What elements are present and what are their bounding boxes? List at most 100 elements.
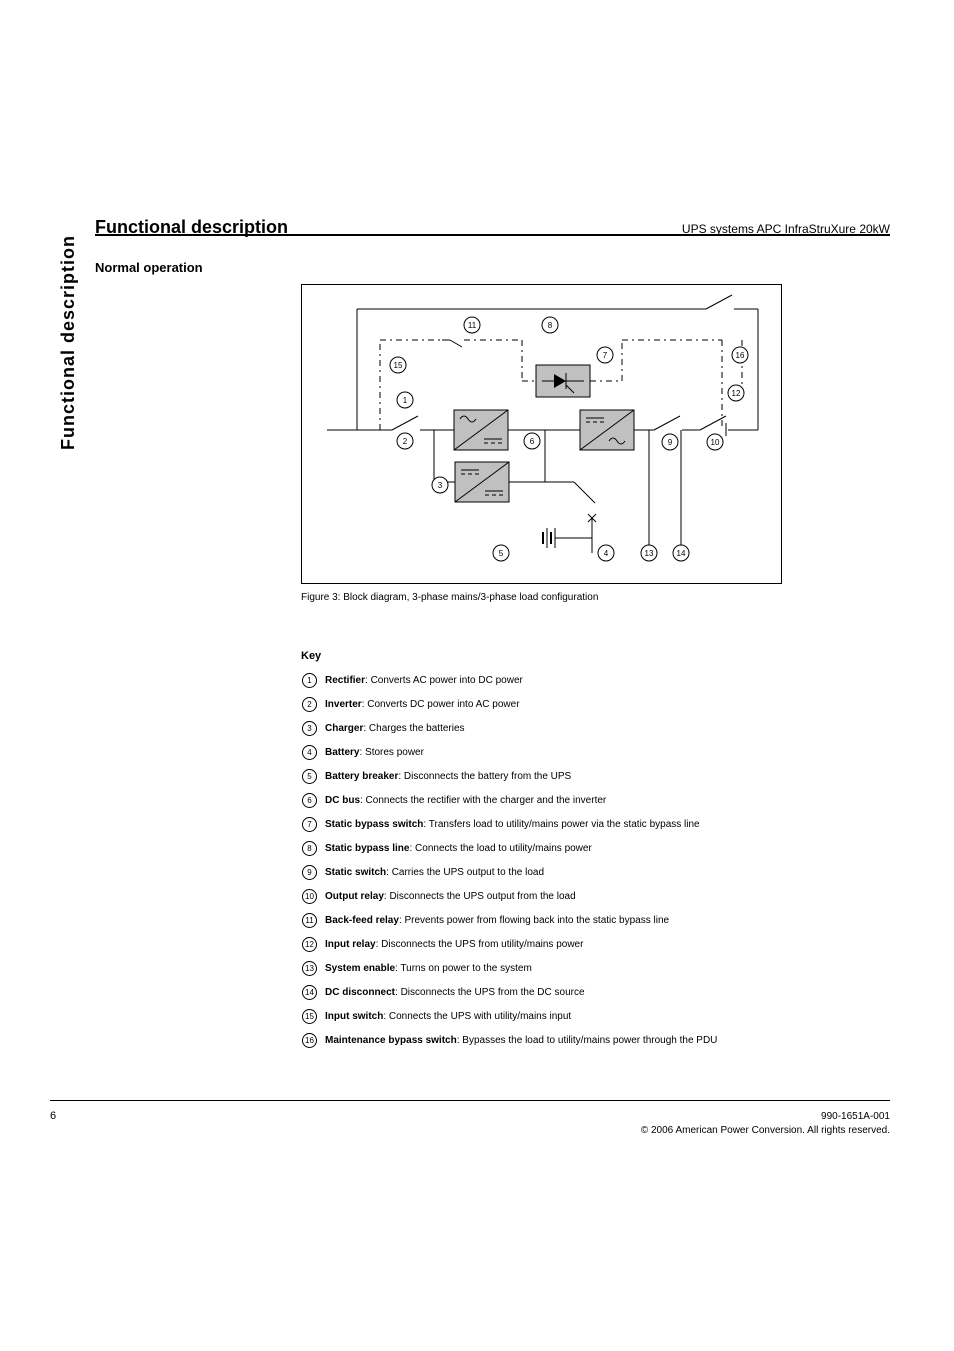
key-circle-2: 2 — [302, 697, 317, 712]
key-row-12: 12 Input relay: Disconnects the UPS from … — [302, 932, 802, 956]
key-desc-7: : Transfers load to utility/mains power … — [423, 819, 699, 830]
diagram-circle-label-15: 15 — [394, 361, 403, 370]
key-row-8: 8Static bypass line: Connects the load t… — [302, 836, 802, 860]
key-text-13: System enable: Turns on power to the sys… — [325, 963, 532, 974]
key-term-11: Back-feed relay — [325, 915, 399, 926]
key-row-9: 9Static switch: Carries the UPS output t… — [302, 860, 802, 884]
key-row-7: 7 Static bypass switch: Transfers load to… — [302, 812, 802, 836]
battery-symbol — [543, 528, 555, 548]
inverter-box — [580, 410, 634, 450]
figure-caption: Figure 3: Block diagram, 3-phase mains/3… — [301, 592, 598, 603]
key-term-7: Static bypass switch — [325, 819, 423, 830]
key-row-10: 10 Output relay: Disconnects the UPS outp… — [302, 884, 802, 908]
key-text-3: Charger: Charges the batteries — [325, 723, 465, 734]
key-desc-2: : Converts DC power into AC power — [362, 699, 520, 710]
key-circle-4: 4 — [302, 745, 317, 760]
key-row-15: 15 Input switch: Connects the UPS with ut… — [302, 1004, 802, 1028]
key-row-4: 4 Battery: Stores power — [302, 740, 802, 764]
section-heading: Normal operation — [95, 260, 203, 275]
key-term-5: Battery breaker — [325, 771, 398, 782]
key-circle-5: 5 — [302, 769, 317, 784]
key-desc-15: : Connects the UPS with utility/mains in… — [383, 1011, 571, 1022]
header-rule — [95, 234, 890, 236]
key-row-14: 14DC disconnect: Disconnects the UPS fro… — [302, 980, 802, 1004]
diagram-circle-label-8: 8 — [548, 321, 553, 330]
key-term-10: Output relay — [325, 891, 384, 902]
diagram-circle-label-11: 11 — [468, 321, 477, 330]
key-row-11: 11 Back-feed relay: Prevents power from f… — [302, 908, 802, 932]
diagram-circle-label-14: 14 — [677, 549, 686, 558]
main-power-line — [327, 416, 758, 436]
key-term-3: Charger — [325, 723, 363, 734]
key-desc-6: : Connects the rectifier with the charge… — [360, 795, 606, 806]
key-desc-14: : Disconnects the UPS from the DC source — [395, 987, 585, 998]
diagram-circle-label-5: 5 — [499, 549, 504, 558]
key-text-2: Inverter: Converts DC power into AC powe… — [325, 699, 520, 710]
key-term-8: Static bypass line — [325, 843, 409, 854]
key-circle-15: 15 — [302, 1009, 317, 1024]
key-desc-9: : Carries the UPS output to the load — [386, 867, 544, 878]
key-circle-6: 6 — [302, 793, 317, 808]
key-text-4: Battery: Stores power — [325, 747, 424, 758]
key-text-15: Input switch: Connects the UPS with util… — [325, 1011, 571, 1022]
key-desc-5: : Disconnects the battery from the UPS — [398, 771, 571, 782]
static-bypass-switch-box — [536, 365, 590, 397]
key-row-1: 1 Rectifier: Converts AC power into DC po… — [302, 668, 802, 692]
diagram-circle-label-16: 16 — [736, 351, 745, 360]
key-text-10: Output relay: Disconnects the UPS output… — [325, 891, 576, 902]
footer-doc-number: 990-1651A-001 — [641, 1110, 890, 1124]
key-circle-1: 1 — [302, 673, 317, 688]
charger-feed-line — [434, 430, 455, 482]
diagram-circle-label-4: 4 — [604, 549, 609, 558]
footer-right: 990-1651A-001 © 2006 American Power Conv… — [641, 1110, 890, 1138]
key-circle-12: 12 — [302, 937, 317, 952]
key-text-14: DC disconnect: Disconnects the UPS from … — [325, 987, 585, 998]
diagram-circles: 12391075413146811121516 — [390, 317, 748, 561]
key-term-13: System enable — [325, 963, 395, 974]
key-text-11: Back-feed relay: Prevents power from flo… — [325, 915, 669, 926]
key-circle-7: 7 — [302, 817, 317, 832]
key-text-12: Input relay: Disconnects the UPS from ut… — [325, 939, 583, 950]
key-text-16: Maintenance bypass switch: Bypasses the … — [325, 1035, 717, 1046]
sidebar-vertical-label: Functional description — [58, 170, 78, 450]
diagram-circle-label-10: 10 — [711, 438, 720, 447]
key-term-15: Input switch — [325, 1011, 383, 1022]
key-row-5: 5 Battery breaker: Disconnects the batter… — [302, 764, 802, 788]
key-text-7: Static bypass switch: Transfers load to … — [325, 819, 700, 830]
key-desc-10: : Disconnects the UPS output from the lo… — [384, 891, 576, 902]
key-row-6: 6 DC bus: Connects the rectifier with the… — [302, 788, 802, 812]
key-list: 1 Rectifier: Converts AC power into DC po… — [302, 668, 802, 1052]
key-desc-16: : Bypasses the load to utility/mains pow… — [457, 1035, 718, 1046]
key-circle-10: 10 — [302, 889, 317, 904]
diagram-circle-label-1: 1 — [403, 396, 408, 405]
key-term-14: DC disconnect — [325, 987, 395, 998]
key-circle-11: 11 — [302, 913, 317, 928]
key-text-5: Battery breaker: Disconnects the battery… — [325, 771, 571, 782]
key-text-9: Static switch: Carries the UPS output to… — [325, 867, 544, 878]
key-label: Key — [301, 650, 321, 662]
key-row-13: 13System enable: Turns on power to the s… — [302, 956, 802, 980]
key-term-6: DC bus — [325, 795, 360, 806]
key-desc-1: : Converts AC power into DC power — [365, 675, 523, 686]
key-text-8: Static bypass line: Connects the load to… — [325, 843, 592, 854]
key-term-16: Maintenance bypass switch — [325, 1035, 457, 1046]
key-desc-12: : Disconnects the UPS from utility/mains… — [376, 939, 584, 950]
block-diagram-svg: 12391075413146811121516 — [302, 285, 783, 585]
diagram-circle-label-12: 12 — [732, 389, 741, 398]
rectifier-box — [454, 410, 508, 450]
key-desc-11: : Prevents power from flowing back into … — [399, 915, 669, 926]
footer-rule — [50, 1100, 890, 1101]
key-circle-3: 3 — [302, 721, 317, 736]
key-text-1: Rectifier: Converts AC power into DC pow… — [325, 675, 523, 686]
diagram-circle-label-9: 9 — [668, 438, 673, 447]
key-desc-8: : Connects the load to utility/mains pow… — [409, 843, 591, 854]
maintenance-bypass-line — [357, 295, 758, 430]
key-term-4: Battery — [325, 747, 359, 758]
battery-line — [545, 482, 596, 553]
block-diagram-frame: 12391075413146811121516 — [301, 284, 782, 584]
key-row-3: 3 Charger: Charges the batteries — [302, 716, 802, 740]
footer-page-number: 6 — [50, 1110, 56, 1122]
key-row-2: 2 Inverter: Converts DC power into AC pow… — [302, 692, 802, 716]
key-desc-4: : Stores power — [359, 747, 423, 758]
key-term-12: Input relay — [325, 939, 376, 950]
